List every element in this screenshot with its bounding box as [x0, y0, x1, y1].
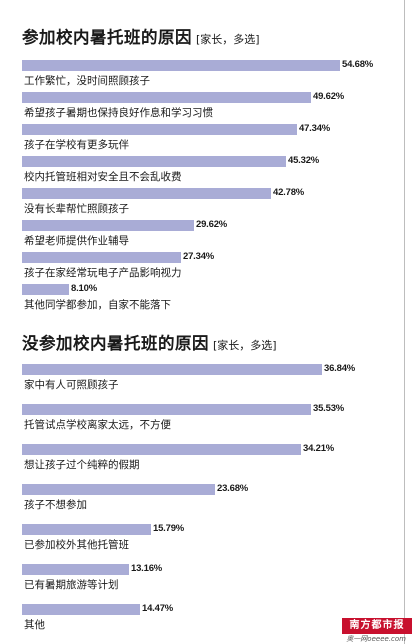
category-label: 孩子在学校有更多玩伴: [24, 139, 129, 151]
bar-value-label: 13.16%: [131, 563, 163, 574]
category-label: 已有暑期旅游等计划: [24, 579, 119, 591]
bar: [22, 364, 322, 375]
bar-value-label: 49.62%: [313, 91, 345, 102]
chart-title-note: [家长，多选]: [196, 33, 260, 46]
category-label: 孩子在家经常玩电子产品影响视力: [24, 267, 182, 279]
bar: [22, 92, 311, 103]
bar: [22, 252, 181, 263]
bar-value-label: 35.53%: [313, 403, 345, 414]
bar-value-label: 45.32%: [288, 155, 320, 166]
right-border-rule: [404, 0, 411, 644]
category-label: 已参加校外其他托管班: [24, 539, 129, 551]
newspaper-logo: 南方都市报: [342, 618, 412, 634]
bar: [22, 188, 271, 199]
chart-section-not-participated: 没参加校内暑托班的原因 [家长，多选] 36.84% 家中有人可照顾孩子 35.53%…: [22, 330, 402, 631]
logo-subtext: 奥一网oeeee.com: [346, 635, 406, 643]
chart-section-participated: 参加校内暑托班的原因 [家长，多选] 54.68% 工作繁忙，没时间照顾孩子 49.6…: [22, 24, 402, 314]
bar-value-label: 34.21%: [303, 443, 335, 454]
category-label: 托管试点学校离家太远，不方便: [24, 419, 171, 431]
category-label: 希望孩子暑期也保持良好作息和学习习惯: [24, 107, 213, 119]
chart-title-main: 没参加校内暑托班的原因: [22, 334, 209, 353]
bar-value-label: 42.78%: [273, 187, 305, 198]
category-label: 希望老师提供作业辅导: [24, 235, 129, 247]
bar-value-label: 15.79%: [153, 523, 185, 534]
category-label: 工作繁忙，没时间照顾孩子: [24, 75, 150, 87]
category-label: 校内托管班相对安全且不会乱收费: [24, 171, 182, 183]
bar-value-label: 29.62%: [196, 219, 228, 230]
bar: [22, 564, 129, 575]
category-label: 没有长辈帮忙照顾孩子: [24, 203, 129, 215]
bar: [22, 220, 194, 231]
bar: [22, 524, 151, 535]
bar-value-label: 8.10%: [71, 283, 97, 294]
bar: [22, 484, 215, 495]
logo-text: 南方都市报: [349, 620, 405, 631]
chart-title-main: 参加校内暑托班的原因: [22, 28, 192, 47]
bar: [22, 284, 69, 295]
bar: [22, 444, 301, 455]
bar: [22, 404, 311, 415]
category-label: 其他: [24, 619, 45, 631]
category-label: 家中有人可照顾孩子: [24, 379, 119, 391]
chart-title-participated: 参加校内暑托班的原因 [家长，多选]: [22, 24, 260, 48]
bar-value-label: 27.34%: [183, 251, 215, 262]
bar: [22, 604, 140, 615]
chart-title-not-participated: 没参加校内暑托班的原因 [家长，多选]: [22, 330, 277, 354]
bar-value-label: 36.84%: [324, 363, 356, 374]
bar: [22, 124, 297, 135]
bar-value-label: 23.68%: [217, 483, 249, 494]
bar-value-label: 14.47%: [142, 603, 174, 614]
bar-value-label: 47.34%: [299, 123, 331, 134]
bar: [22, 156, 286, 167]
category-label: 其他同学都参加，自家不能落下: [24, 299, 171, 311]
category-label: 想让孩子过个纯粹的假期: [24, 459, 140, 471]
bar: [22, 60, 340, 71]
chart-title-note: [家长，多选]: [213, 339, 277, 352]
category-label: 孩子不想参加: [24, 499, 87, 511]
bar-value-label: 54.68%: [342, 59, 374, 70]
